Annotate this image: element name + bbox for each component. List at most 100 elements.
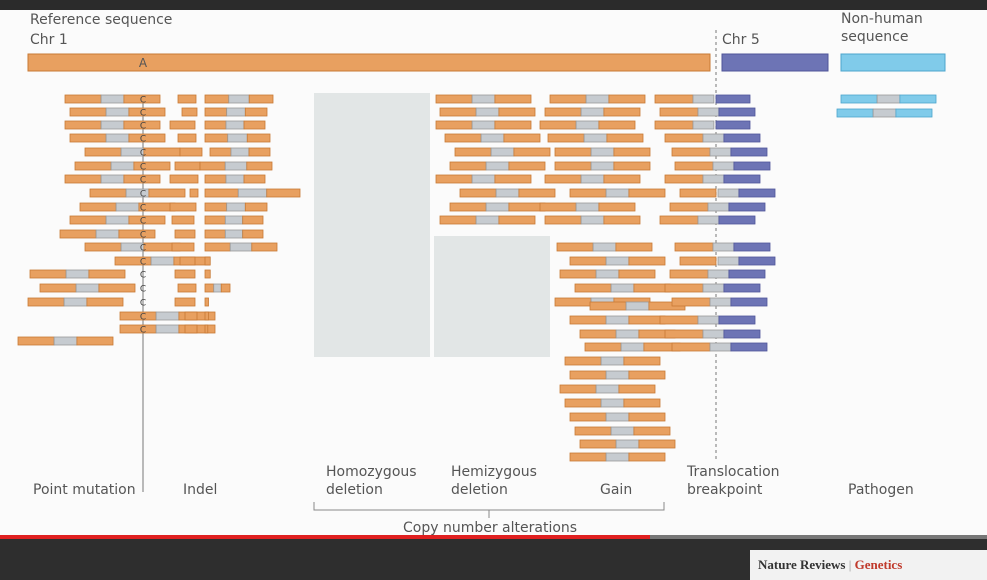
read-segment xyxy=(209,147,232,157)
read-segment xyxy=(226,202,246,212)
read-segment xyxy=(498,107,536,117)
mutant-base: C xyxy=(140,96,146,106)
read-segment xyxy=(495,188,520,198)
read-segment xyxy=(564,356,602,366)
read-segment xyxy=(118,229,156,239)
mutant-base: C xyxy=(140,135,146,145)
read-segment xyxy=(664,174,704,184)
read-segment xyxy=(174,161,201,171)
read-segment xyxy=(243,174,266,184)
read-segment xyxy=(204,283,215,293)
read-segment xyxy=(266,188,301,198)
read-segment xyxy=(439,107,477,117)
read-segment xyxy=(449,202,487,212)
read-segment xyxy=(709,297,732,307)
read-segment xyxy=(669,269,709,279)
read-segment xyxy=(718,315,756,325)
mutant-base: C xyxy=(140,326,146,336)
read-segment xyxy=(59,229,97,239)
read-segment xyxy=(723,283,761,293)
read-segment xyxy=(610,426,635,436)
read-segment xyxy=(715,94,751,104)
read-segment xyxy=(119,324,157,334)
mutant-base: C xyxy=(140,122,146,132)
read-segment xyxy=(480,133,505,143)
read-segment xyxy=(174,229,196,239)
read-segment xyxy=(95,229,120,239)
read-segment xyxy=(435,174,473,184)
journal: Nature Reviews xyxy=(758,557,846,572)
read-segment xyxy=(177,133,197,143)
read-segment xyxy=(53,336,78,346)
read-segment xyxy=(628,412,666,422)
mutant-base: C xyxy=(140,109,146,119)
read-segment xyxy=(100,120,125,130)
read-segment xyxy=(583,133,608,143)
read-segment xyxy=(169,120,196,130)
read-segment xyxy=(598,202,636,212)
read-segment xyxy=(628,315,666,325)
read-segment xyxy=(503,133,541,143)
read-segment xyxy=(544,174,582,184)
read-segment xyxy=(580,215,605,225)
progress-played xyxy=(0,535,650,539)
read-segment xyxy=(702,283,725,293)
read-segment xyxy=(697,107,720,117)
nonhuman-bar xyxy=(840,53,946,72)
read-segment xyxy=(539,120,577,130)
read-segment xyxy=(569,315,607,325)
read-segment xyxy=(98,283,136,293)
read-segment xyxy=(547,133,585,143)
read-segment xyxy=(618,269,656,279)
read-segment xyxy=(204,229,226,239)
read-segment xyxy=(226,107,246,117)
group-label: Copy number alterations xyxy=(403,520,578,536)
read-segment xyxy=(715,120,751,130)
top-bar xyxy=(0,0,987,10)
read-segment xyxy=(671,297,711,307)
category-label: Point mutation xyxy=(33,482,136,498)
read-segment xyxy=(899,94,937,104)
read-segment xyxy=(435,120,473,130)
read-segment xyxy=(615,329,640,339)
read-segment xyxy=(605,452,630,462)
read-segment xyxy=(115,202,140,212)
read-segment xyxy=(712,242,735,252)
read-segment xyxy=(659,315,699,325)
chr1-label: Chr 1 xyxy=(30,32,68,48)
read-segment xyxy=(84,242,122,252)
read-segment xyxy=(204,215,226,225)
read-segment xyxy=(580,107,605,117)
read-segment xyxy=(204,188,239,198)
read-segment xyxy=(128,107,166,117)
mutant-base: C xyxy=(140,149,146,159)
read-segment xyxy=(633,283,671,293)
read-segment xyxy=(110,161,135,171)
chr1-reference-bar xyxy=(27,53,711,72)
read-segment xyxy=(123,94,161,104)
read-segment xyxy=(169,202,197,212)
read-segment xyxy=(225,120,245,130)
read-segment xyxy=(494,94,532,104)
read-segment xyxy=(169,174,199,184)
read-segment xyxy=(723,329,761,339)
read-segment xyxy=(64,174,102,184)
read-segment xyxy=(237,188,268,198)
mutant-base: C xyxy=(140,204,146,214)
read-segment xyxy=(872,108,897,118)
read-segment xyxy=(659,107,699,117)
read-segment xyxy=(608,94,646,104)
read-segment xyxy=(74,161,112,171)
read-segment xyxy=(179,147,203,157)
read-segment xyxy=(679,256,717,266)
read-segment xyxy=(539,202,577,212)
read-segment xyxy=(559,384,597,394)
read-segment xyxy=(204,256,211,266)
category-label: Pathogen xyxy=(848,482,914,498)
read-segment xyxy=(454,147,492,157)
read-segment xyxy=(63,297,88,307)
read-segment xyxy=(64,94,102,104)
read-segment xyxy=(64,120,102,130)
read-segment xyxy=(508,161,546,171)
read-segment xyxy=(730,342,768,352)
